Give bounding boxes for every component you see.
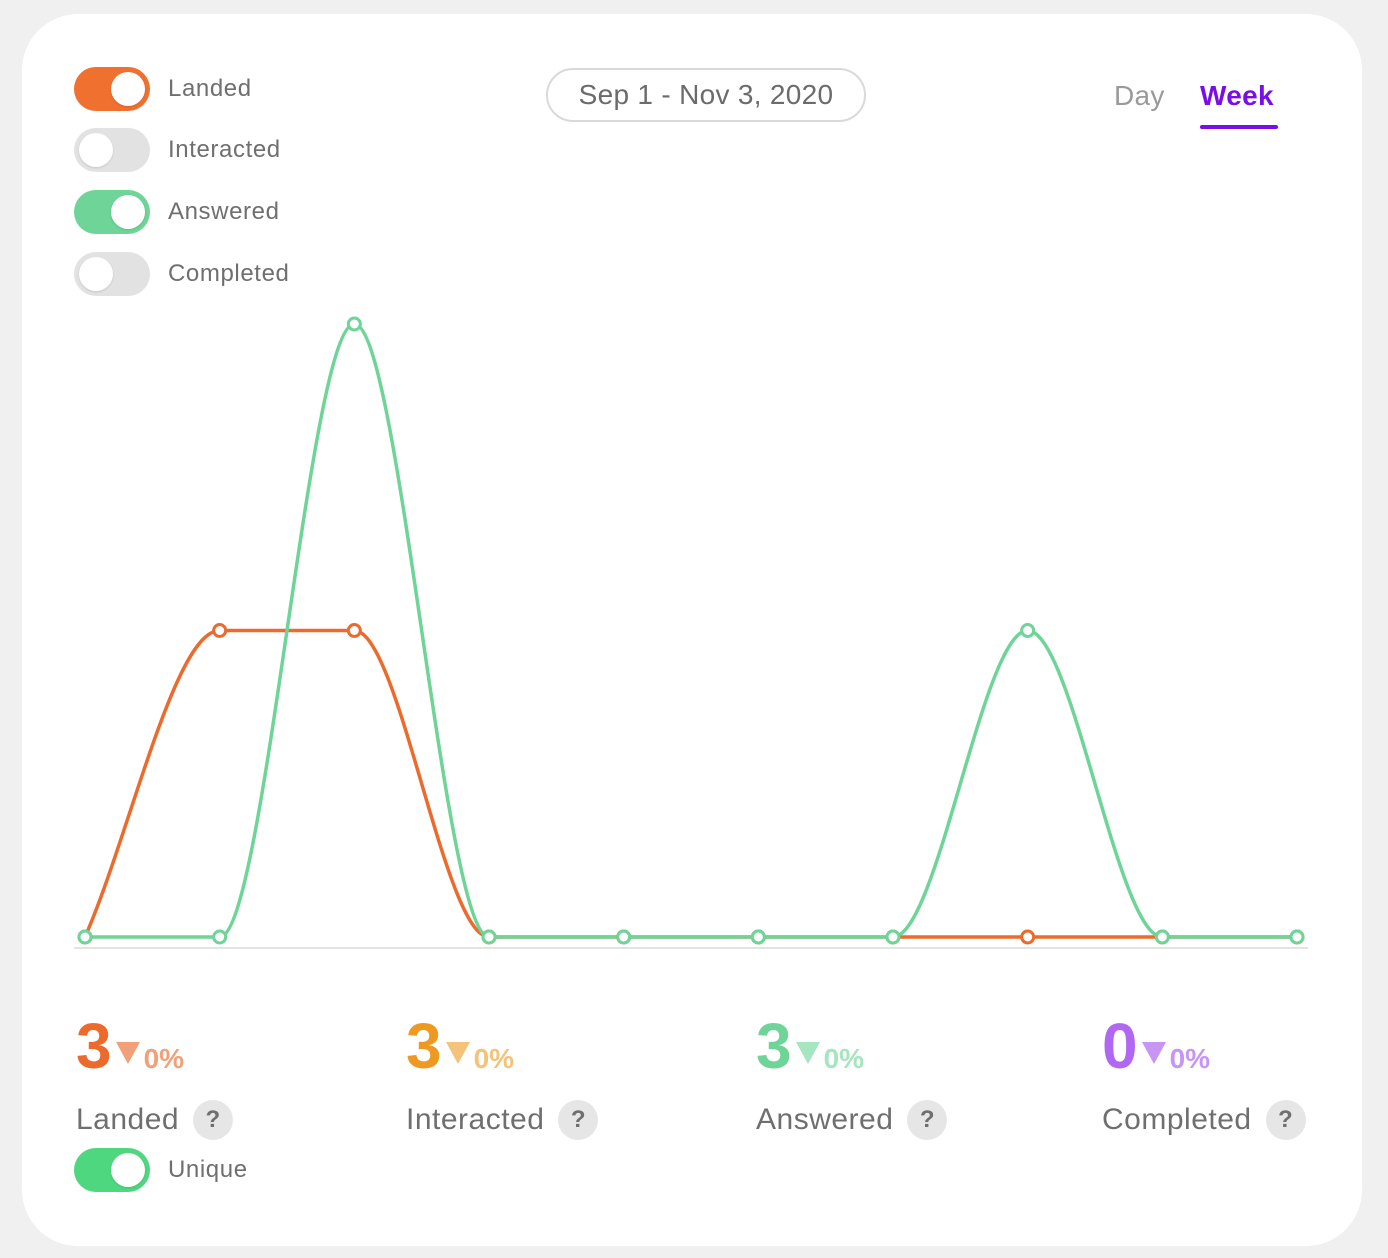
tab-week[interactable]: Week	[1200, 80, 1274, 111]
series-layer	[77, 316, 1305, 945]
data-point-1-6[interactable]	[885, 929, 901, 945]
completed-switch[interactable]	[74, 252, 150, 296]
metric-number: 3	[76, 1010, 112, 1082]
data-point-1-8[interactable]	[1154, 929, 1170, 945]
metric-label-answered: Answered ?	[756, 1100, 948, 1140]
help-icon[interactable]: ?	[558, 1100, 599, 1140]
switch-knob	[79, 257, 113, 291]
metric-number: 3	[406, 1010, 442, 1082]
switch-knob	[111, 1153, 145, 1187]
toggle-completed[interactable]: Completed	[74, 252, 289, 296]
data-point-1-7[interactable]	[1020, 623, 1036, 638]
data-point-1-4[interactable]	[616, 929, 632, 945]
metric-label-interacted: Interacted ?	[406, 1100, 599, 1140]
metric-change: 0%	[143, 1043, 185, 1074]
help-icon[interactable]: ?	[1265, 1100, 1306, 1140]
metric-label-text: Completed	[1102, 1103, 1252, 1136]
line-chart	[74, 316, 1308, 949]
down-triangle-icon	[1141, 1042, 1166, 1064]
switch-knob	[111, 195, 145, 229]
toggle-label-unique: Unique	[168, 1156, 248, 1183]
metric-label-landed: Landed ?	[76, 1100, 234, 1140]
metric-change: 0%	[473, 1043, 515, 1074]
down-triangle-icon	[115, 1042, 140, 1064]
series-line-0	[83, 628, 1297, 939]
toggle-answered[interactable]: Answered	[74, 190, 280, 234]
toggle-unique[interactable]: Unique	[74, 1148, 248, 1192]
metric-answered-value: 3 0%	[756, 1010, 864, 1082]
metric-number: 0	[1102, 1010, 1138, 1082]
unique-switch[interactable]	[74, 1148, 150, 1192]
metric-landed-value: 3 0%	[76, 1010, 184, 1082]
help-icon[interactable]: ?	[907, 1100, 948, 1140]
data-point-1-2[interactable]	[346, 316, 362, 332]
data-point-0-7[interactable]	[1020, 929, 1036, 945]
metric-number: 3	[756, 1010, 792, 1082]
metric-label-text: Answered	[756, 1103, 894, 1136]
toggle-label-completed: Completed	[168, 260, 290, 287]
toggle-label-landed: Landed	[168, 75, 252, 102]
answered-switch[interactable]	[74, 190, 150, 234]
toggle-label-interacted: Interacted	[168, 136, 281, 163]
data-point-1-1[interactable]	[212, 929, 228, 945]
down-triangle-icon	[795, 1042, 820, 1064]
landed-switch[interactable]	[74, 67, 150, 111]
toggle-landed[interactable]: Landed	[74, 67, 252, 111]
metric-completed-value: 0 0%	[1102, 1010, 1210, 1082]
metric-interacted-value: 3 0%	[406, 1010, 514, 1082]
active-tab-indicator	[1200, 125, 1278, 129]
data-point-1-9[interactable]	[1289, 929, 1305, 945]
data-point-0-2[interactable]	[346, 623, 362, 638]
tab-day[interactable]: Day	[1114, 80, 1165, 111]
metric-label-text: Interacted	[406, 1103, 545, 1136]
data-point-0-1[interactable]	[212, 623, 228, 638]
metric-change: 0%	[1169, 1043, 1211, 1074]
interacted-switch[interactable]	[74, 128, 150, 172]
data-point-1-5[interactable]	[750, 929, 766, 945]
switch-knob	[111, 72, 145, 106]
data-point-1-3[interactable]	[481, 929, 497, 945]
toggle-label-answered: Answered	[168, 198, 280, 225]
switch-knob	[79, 133, 113, 167]
metric-label-completed: Completed ?	[1102, 1100, 1306, 1140]
metric-change: 0%	[823, 1043, 865, 1074]
down-triangle-icon	[445, 1042, 470, 1064]
help-icon[interactable]: ?	[193, 1100, 234, 1140]
metric-label-text: Landed	[76, 1103, 180, 1136]
date-range-picker[interactable]: Sep 1 - Nov 3, 2020	[546, 68, 866, 122]
toggle-interacted[interactable]: Interacted	[74, 128, 281, 172]
data-point-1-0[interactable]	[77, 929, 93, 945]
